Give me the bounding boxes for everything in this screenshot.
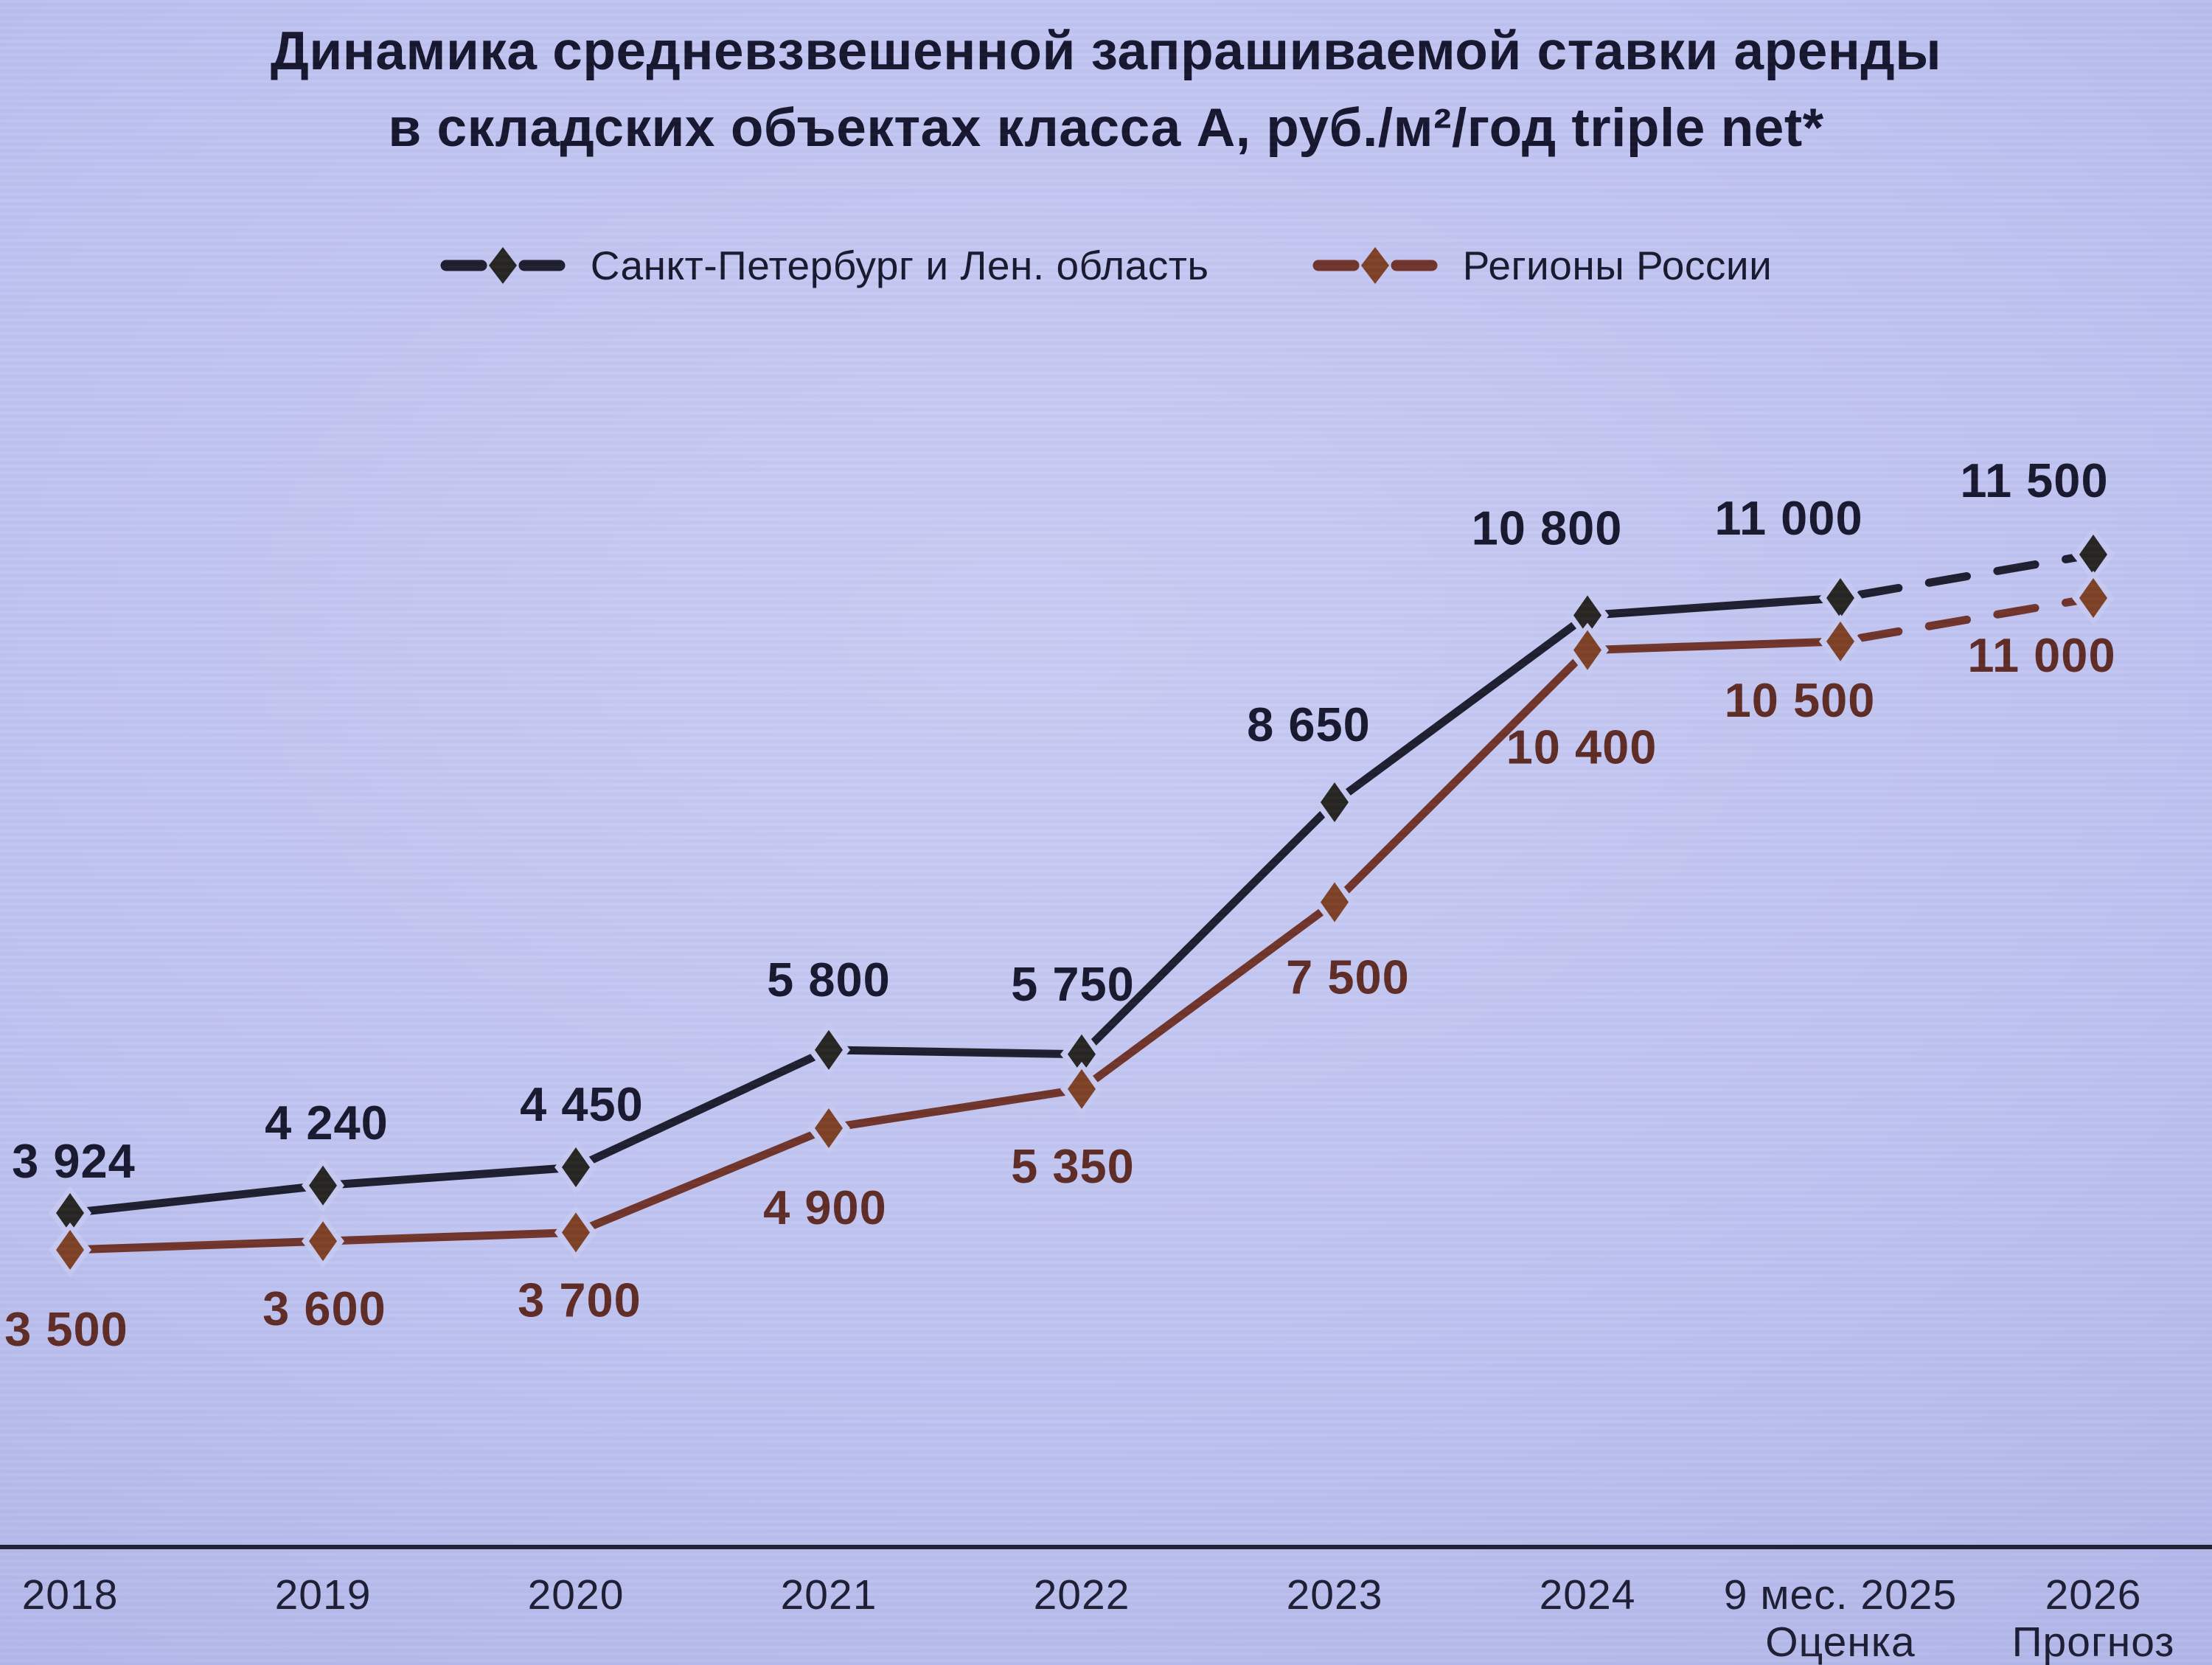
data-point-label: 4 900 (763, 1181, 887, 1234)
chart-title-line2: в складских объектах класса А, руб./м²/г… (388, 97, 1824, 158)
series-line-0 (66, 594, 1845, 1217)
legend-item-regions: Регионы России (1312, 242, 1773, 289)
data-point-label: 10 800 (1472, 501, 1623, 555)
data-point-marker (309, 1165, 337, 1206)
data-point-label: 5 750 (1011, 957, 1135, 1011)
data-point-marker (1573, 630, 1601, 670)
data-point-label: 4 450 (520, 1077, 644, 1131)
chart-title: Динамика средневзвешенной запрашиваемой … (0, 13, 2212, 166)
data-point-marker (815, 1029, 843, 1070)
x-tick-label: 2024 (1540, 1571, 1636, 1619)
data-point-label: 4 240 (265, 1096, 389, 1150)
data-point-marker (56, 1230, 84, 1270)
x-tick-label: 9 мес. 2025 (1724, 1571, 1957, 1619)
x-tick-label: 2018 (22, 1571, 119, 1619)
data-point-marker (562, 1147, 590, 1188)
legend: Санкт-Петербург и Лен. область Регионы Р… (0, 242, 2212, 289)
data-point-marker (1321, 782, 1349, 822)
data-point-label: 5 350 (1011, 1139, 1135, 1193)
data-point-marker (1321, 882, 1349, 922)
x-tick-label: 2026 (2045, 1571, 2142, 1619)
data-point-marker (562, 1212, 590, 1253)
data-point-label: 11 000 (1967, 628, 2115, 682)
x-tick-label: 2020 (528, 1571, 625, 1619)
data-point-label: 3 924 (12, 1134, 136, 1188)
data-point-marker (2079, 535, 2107, 574)
data-point-marker (1826, 577, 1854, 618)
legend-item-spb: Санкт-Петербург и Лен. область (440, 242, 1209, 289)
series-line-1 (66, 637, 1845, 1254)
series-line-forecast-1 (1836, 594, 2098, 646)
x-tick-label: 2021 (781, 1571, 877, 1619)
data-point-label: 11 500 (1960, 453, 2108, 507)
data-point-label: 3 600 (262, 1282, 386, 1335)
data-point-marker (2079, 577, 2107, 618)
x-tick-label: 2022 (1034, 1571, 1130, 1619)
data-point-marker (1826, 621, 1854, 661)
series-line-forecast-0 (1836, 550, 2098, 602)
legend-label-spb: Санкт-Петербург и Лен. область (590, 243, 1209, 288)
data-point-label: 10 500 (1725, 673, 1876, 727)
legend-label-regions: Регионы России (1462, 243, 1773, 288)
data-point-marker (815, 1108, 843, 1148)
data-point-label: 8 650 (1247, 698, 1371, 751)
data-point-marker (56, 1193, 84, 1234)
data-point-marker (309, 1221, 337, 1262)
data-point-label: 11 000 (1714, 491, 1863, 545)
data-point-label: 5 800 (767, 953, 891, 1007)
chart-title-line1: Динамика средневзвешенной запрашиваемой … (270, 21, 1942, 81)
x-tick-label: 2019 (275, 1571, 372, 1619)
data-point-label: 3 700 (518, 1273, 641, 1327)
legend-marker-spb-icon (440, 247, 566, 284)
data-point-label: 3 500 (4, 1302, 128, 1356)
x-tick-sublabel: Оценка (1765, 1619, 1915, 1665)
data-point-label: 10 400 (1506, 720, 1658, 774)
data-point-marker (1068, 1034, 1096, 1074)
x-tick-sublabel: Прогноз (2012, 1619, 2175, 1665)
x-tick-label: 2023 (1287, 1571, 1383, 1619)
data-point-marker (1573, 595, 1601, 636)
legend-marker-regions-icon (1312, 247, 1438, 284)
data-point-marker (1068, 1068, 1096, 1109)
data-point-label: 7 500 (1286, 950, 1410, 1004)
